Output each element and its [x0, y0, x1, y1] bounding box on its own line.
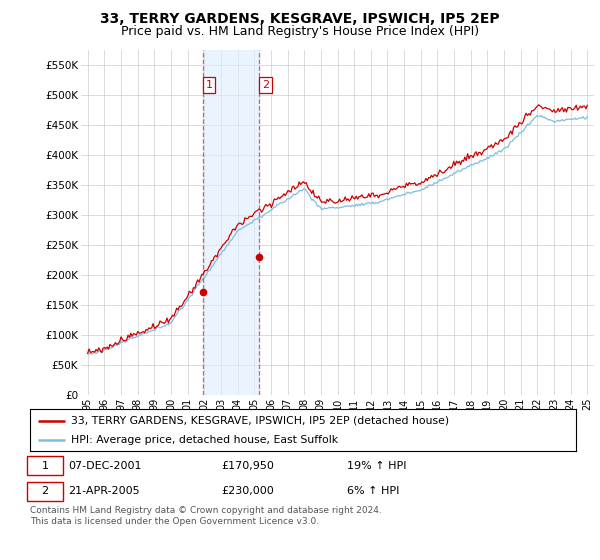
Text: 2: 2 [41, 487, 49, 496]
Text: 33, TERRY GARDENS, KESGRAVE, IPSWICH, IP5 2EP: 33, TERRY GARDENS, KESGRAVE, IPSWICH, IP… [100, 12, 500, 26]
Text: Price paid vs. HM Land Registry's House Price Index (HPI): Price paid vs. HM Land Registry's House … [121, 25, 479, 38]
Text: 1: 1 [41, 461, 49, 470]
Text: £170,950: £170,950 [221, 461, 274, 470]
Text: £230,000: £230,000 [221, 487, 274, 496]
Text: 07-DEC-2001: 07-DEC-2001 [68, 461, 142, 470]
FancyBboxPatch shape [27, 456, 63, 475]
Bar [203, 50, 259, 395]
Text: 1: 1 [205, 80, 212, 90]
Text: 2: 2 [262, 80, 269, 90]
Text: 6% ↑ HPI: 6% ↑ HPI [347, 487, 399, 496]
Text: 33, TERRY GARDENS, KESGRAVE, IPSWICH, IP5 2EP (detached house): 33, TERRY GARDENS, KESGRAVE, IPSWICH, IP… [71, 416, 449, 426]
Text: 19% ↑ HPI: 19% ↑ HPI [347, 461, 406, 470]
Text: 21-APR-2005: 21-APR-2005 [68, 487, 140, 496]
Text: HPI: Average price, detached house, East Suffolk: HPI: Average price, detached house, East… [71, 435, 338, 445]
FancyBboxPatch shape [27, 482, 63, 501]
Text: Contains HM Land Registry data © Crown copyright and database right 2024.
This d: Contains HM Land Registry data © Crown c… [30, 506, 382, 526]
